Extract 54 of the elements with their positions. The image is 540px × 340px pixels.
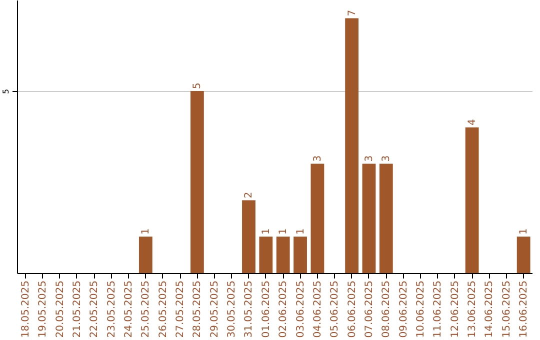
bar — [276, 236, 290, 273]
x-tick-label: 03.06.2025 — [295, 280, 306, 338]
data-label: 3 — [312, 155, 324, 162]
x-tick-label: 11.06.2025 — [432, 280, 444, 338]
x-tick-label: 30.05.2025 — [226, 280, 238, 338]
data-label: 1 — [260, 228, 272, 235]
bar — [362, 164, 376, 273]
bar — [190, 91, 204, 273]
x-tick-label: 27.05.2025 — [175, 280, 186, 338]
x-tick-label: 24.05.2025 — [123, 280, 134, 338]
data-label: 1 — [278, 228, 290, 235]
x-tick-label: 26.05.2025 — [158, 280, 169, 338]
bar — [242, 200, 256, 273]
x-tick-label: 25.05.2025 — [140, 280, 152, 338]
bar — [516, 236, 530, 273]
data-label: 2 — [244, 192, 255, 198]
x-tick-label: 31.05.2025 — [244, 280, 255, 338]
data-label: 7 — [346, 10, 358, 16]
x-tick-label: 08.06.2025 — [381, 280, 392, 338]
data-label: 4 — [467, 119, 478, 126]
x-tick-label: 18.05.2025 — [20, 280, 32, 338]
x-tick-label: 14.06.2025 — [484, 280, 496, 338]
x-tick-label: 01.06.2025 — [260, 280, 272, 338]
data-label: 5 — [192, 82, 204, 89]
x-tick-label: 29.05.2025 — [209, 280, 220, 338]
data-label: 1 — [295, 228, 306, 235]
x-tick-label: 21.05.2025 — [72, 280, 83, 338]
x-tick-label: 12.06.2025 — [450, 280, 461, 338]
x-tick-label: 28.05.2025 — [192, 280, 204, 338]
bar — [259, 236, 273, 273]
data-label: 1 — [518, 228, 530, 235]
bar — [294, 236, 307, 273]
data-label: 1 — [140, 228, 152, 235]
x-tick-label: 07.06.2025 — [364, 280, 375, 338]
x-tick-label: 09.06.2025 — [398, 280, 410, 338]
x-tick-label: 06.06.2025 — [346, 280, 358, 338]
x-tick-label: 10.06.2025 — [416, 280, 427, 338]
bar — [379, 164, 393, 273]
x-tick-label: 20.05.2025 — [54, 280, 66, 338]
bar — [310, 164, 324, 273]
bar — [138, 236, 152, 273]
x-tick-label: 02.06.2025 — [278, 280, 290, 338]
x-tick-label: 16.06.2025 — [518, 280, 530, 338]
x-tick-label: 13.06.2025 — [467, 280, 478, 338]
data-label: 3 — [364, 155, 375, 162]
x-tick-label: 05.06.2025 — [330, 280, 341, 338]
bar — [465, 127, 479, 273]
x-tick-label: 19.05.2025 — [38, 280, 49, 338]
bar — [345, 18, 358, 273]
data-label: 3 — [381, 155, 392, 162]
x-tick-label: 04.06.2025 — [312, 280, 324, 338]
x-tick-label: 15.06.2025 — [501, 280, 512, 338]
x-tick-label: 22.05.2025 — [89, 280, 100, 338]
x-tick-label: 23.05.2025 — [106, 280, 118, 338]
